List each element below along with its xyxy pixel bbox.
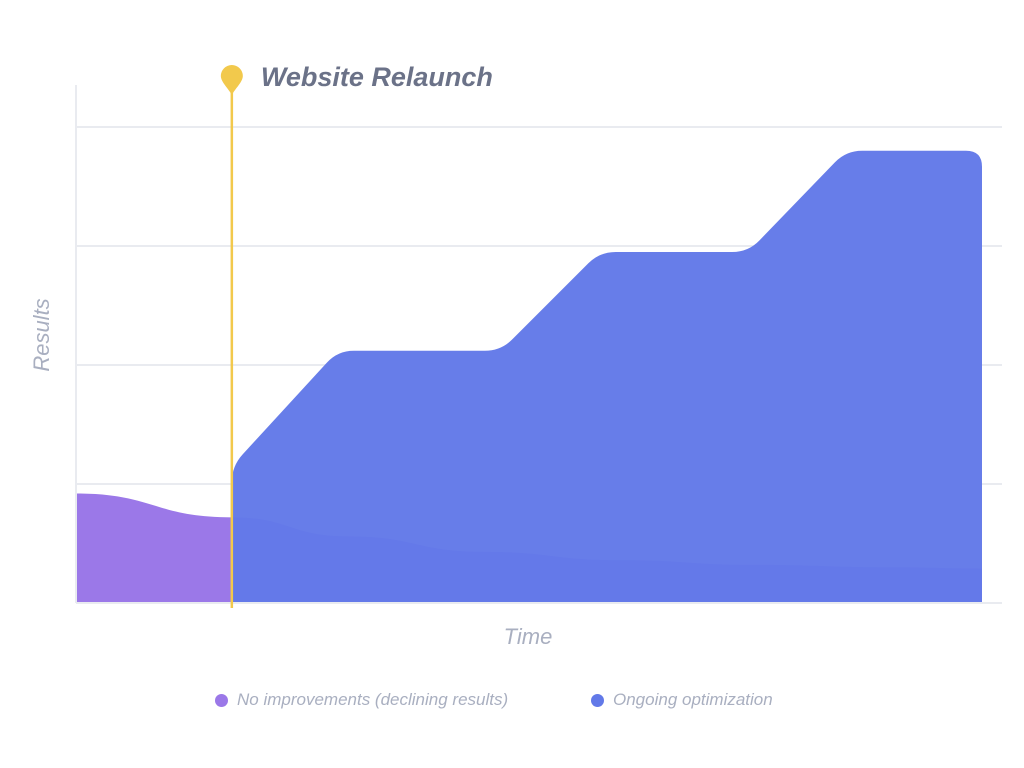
- y-axis-title: Results: [29, 298, 54, 371]
- legend-label: No improvements (declining results): [237, 690, 509, 709]
- area-series-ongoing-optimization: [231, 150, 982, 604]
- x-axis-title: Time: [504, 624, 553, 649]
- relaunch-annotation-label: Website Relaunch: [261, 62, 493, 92]
- axes: [75, 85, 1002, 604]
- legend-item-ongoing-optimization: Ongoing optimization: [591, 690, 773, 710]
- legend-label: Ongoing optimization: [613, 690, 773, 709]
- area-series-group: [76, 150, 982, 604]
- annotation-group: Website Relaunch: [220, 62, 493, 608]
- location-pin-icon: [220, 65, 243, 95]
- legend-item-no-improvements: No improvements (declining results): [215, 690, 508, 710]
- legend: No improvements (declining results) Ongo…: [0, 690, 1024, 720]
- legend-swatch: [591, 693, 604, 707]
- legend-swatch: [215, 693, 228, 707]
